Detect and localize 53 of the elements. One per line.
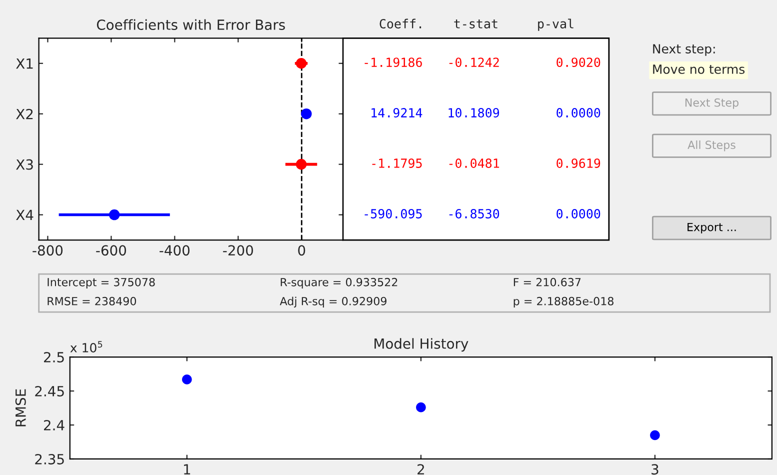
text: Adj R-sq = 0.92909 (280, 296, 386, 308)
y-tick-label: X4 (16, 210, 34, 220)
text: 0.9020 (556, 58, 600, 68)
x-tick-label: -800 (32, 245, 63, 256)
y-tick-label: X3 (16, 159, 33, 170)
x-tick-label: 3 (652, 464, 658, 475)
category-label: p-val (538, 18, 574, 31)
y-tick-label: X2 (16, 108, 33, 120)
text: Next Step (685, 98, 738, 109)
data-label: -590.095 (364, 208, 422, 218)
text: -6.8530 (449, 208, 500, 218)
y-axis-title: RMSE (15, 389, 26, 426)
point (108, 209, 120, 220)
data-label: 14.9214 (372, 108, 422, 118)
x-tick-label: -400 (160, 245, 190, 256)
x-tick-label: 1 (184, 464, 190, 474)
y-tick-label: 2.45 (35, 386, 64, 396)
data-label: -1.19186 (364, 58, 422, 68)
text: RMSE = 238490 (48, 296, 136, 306)
point (182, 374, 192, 384)
x-tick-label: 0 (298, 245, 306, 256)
text: F = 210.637 (514, 278, 581, 286)
y-tick-label: 2.4 (44, 420, 64, 430)
y-tick-label: 2.5 (44, 352, 64, 362)
x-tick-label: -200 (223, 245, 253, 256)
x-tick-label: -600 (96, 245, 126, 256)
chart-title: Model History (374, 338, 468, 352)
point (300, 108, 312, 120)
category-label: Coeff. (380, 18, 422, 28)
text: p = 2.18885e-018 (514, 296, 614, 308)
text: R-square = 0.933522 (280, 278, 398, 288)
text: Export ... (688, 222, 736, 234)
text: Move no terms (653, 64, 745, 74)
text: 10.1809 (448, 108, 500, 118)
point (650, 430, 660, 440)
x-tick-label: 2 (418, 464, 424, 474)
data-label: -1.1795 (372, 158, 422, 168)
text: 0.9619 (556, 158, 600, 168)
text: All Steps (688, 140, 736, 152)
category-label: t-stat (454, 20, 498, 28)
text: Intercept = 375078 (48, 278, 155, 288)
text: 0.0000 (556, 108, 600, 118)
y-tick-label: 2.35 (35, 454, 64, 464)
text: -0.0481 (449, 158, 500, 168)
point (416, 402, 426, 412)
chart-title: Coefficients with Error Bars (96, 19, 285, 30)
text: -0.1242 (449, 58, 499, 68)
point (296, 158, 307, 170)
y-tick-label: X1 (16, 58, 33, 69)
text: Next step: (653, 44, 715, 56)
text: x 10$^{5}$ (70, 341, 102, 352)
point (296, 58, 307, 69)
text: 0.0000 (556, 208, 600, 218)
